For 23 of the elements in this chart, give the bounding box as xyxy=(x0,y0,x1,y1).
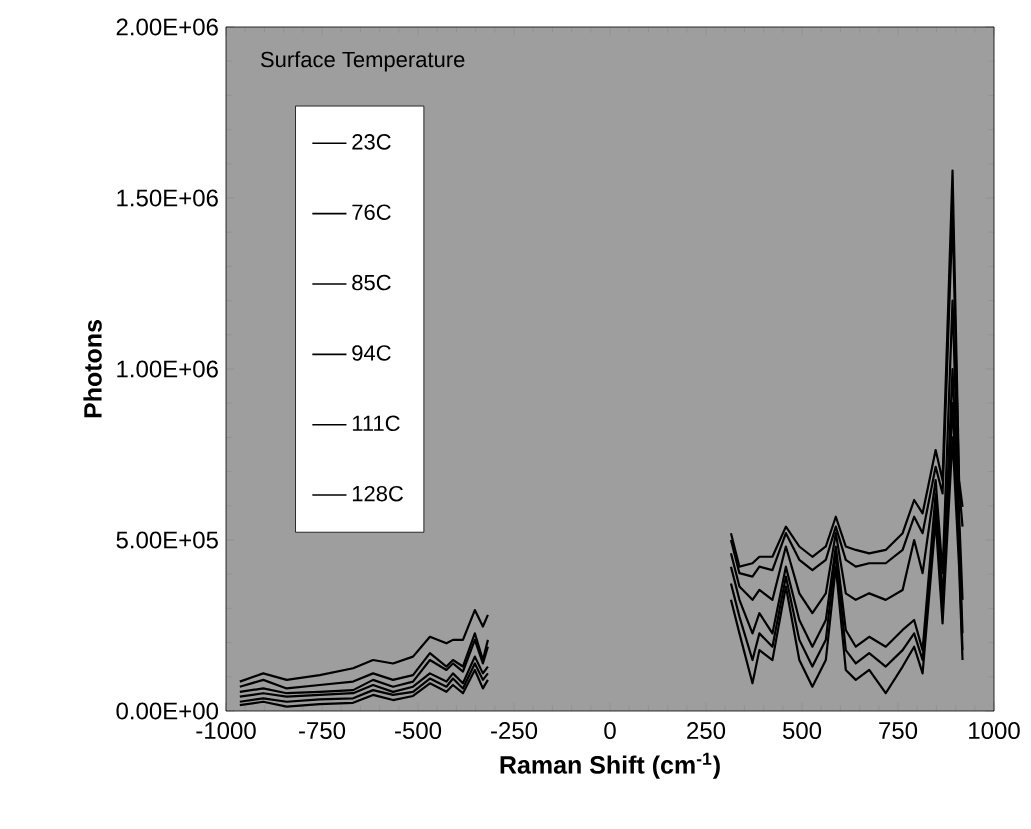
y-tick-label: 0.00E+00 xyxy=(116,702,218,720)
legend-label: 23C xyxy=(352,134,391,150)
y-tick-label: 1.00E+06 xyxy=(117,360,218,378)
x-tick-label: -1000 xyxy=(196,722,256,740)
y-tick-label: 2.00E+06 xyxy=(116,18,218,36)
legend-label: 94C xyxy=(352,345,391,361)
x-tick-label: 500 xyxy=(782,722,822,740)
x-tick-label: 250 xyxy=(687,722,726,740)
x-axis-title: Raman Shift (cm$^{-1}$) xyxy=(500,752,720,779)
legend-label: 85C xyxy=(352,274,391,291)
x-tick-label: 750 xyxy=(879,722,918,740)
y-tick-label: 1.50E+06 xyxy=(117,189,218,207)
y-tick-label: 5.00E+05 xyxy=(116,531,218,549)
legend-label: 111C xyxy=(352,415,400,432)
x-tick-label: -750 xyxy=(299,722,346,740)
legend-label: 128C xyxy=(352,485,404,502)
legend-title: Surface Temperature xyxy=(260,51,465,72)
x-tick-label: 1000 xyxy=(969,722,1020,740)
x-tick-label: -500 xyxy=(395,722,442,740)
y-axis-title: Photons xyxy=(83,320,102,418)
x-tick-label: -250 xyxy=(491,722,538,740)
x-tick-label: 0 xyxy=(604,722,616,740)
legend-label: 76C xyxy=(352,204,391,221)
